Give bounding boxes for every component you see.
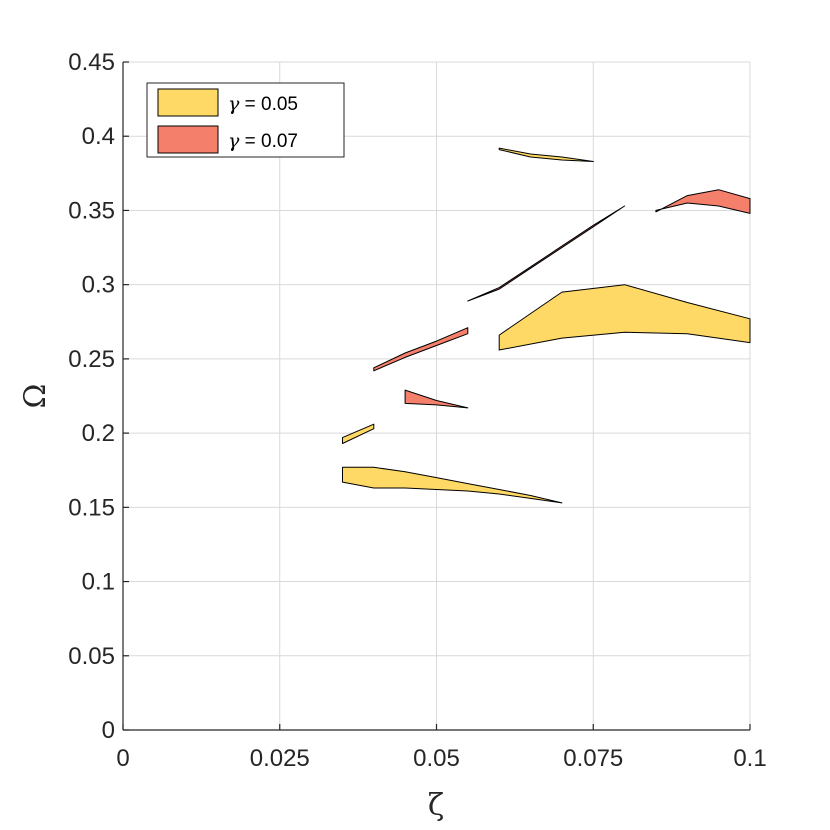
y-tick-label-0: 0 xyxy=(102,717,115,744)
tick-labels: 0 0.025 0.05 0.075 0.1 0 0.05 0.1 0.15 0.2 0.25 0.3… xyxy=(68,49,766,772)
region-series-1-0 xyxy=(373,327,469,372)
legend-entry-gamma-005: γ = 0.05 xyxy=(228,93,298,115)
legend-swatch-gamma-007 xyxy=(157,125,219,154)
x-axis-label: ζ xyxy=(428,788,444,823)
y-tick-label-3: 0.15 xyxy=(68,494,115,521)
y-tick-label-5: 0.25 xyxy=(68,346,115,373)
x-tick-label-3: 0.075 xyxy=(563,745,623,772)
y-tick-label-6: 0.3 xyxy=(82,272,115,299)
y-tick-label-8: 0.4 xyxy=(82,123,115,150)
legend: γ = 0.05 γ = 0.07 xyxy=(146,82,345,158)
y-tick-label-2: 0.1 xyxy=(82,569,115,596)
x-tick-label-2: 0.05 xyxy=(413,745,460,772)
region-series-0-1 xyxy=(342,423,375,444)
region-series-0-3 xyxy=(498,147,594,162)
region-series-1-1 xyxy=(404,389,469,409)
x-tick-label-4: 0.1 xyxy=(733,745,766,772)
y-tick-label-1: 0.05 xyxy=(68,643,115,670)
legend-swatch-gamma-005 xyxy=(157,88,219,117)
region-series-1-3 xyxy=(467,205,626,302)
region-series-0-0 xyxy=(342,466,563,504)
x-tick-label-1: 0.025 xyxy=(250,745,310,772)
region-series-0-2 xyxy=(498,284,751,351)
legend-entry-gamma-007: γ = 0.07 xyxy=(228,130,298,152)
y-tick-label-9: 0.45 xyxy=(68,49,115,76)
regions xyxy=(342,147,751,504)
x-tick-label-0: 0 xyxy=(116,745,129,772)
axes xyxy=(122,61,751,731)
y-axis-label: Ω xyxy=(18,384,53,409)
y-tick-label-4: 0.2 xyxy=(82,420,115,447)
region-series-1-2 xyxy=(655,189,751,214)
y-tick-label-7: 0.35 xyxy=(68,197,115,224)
